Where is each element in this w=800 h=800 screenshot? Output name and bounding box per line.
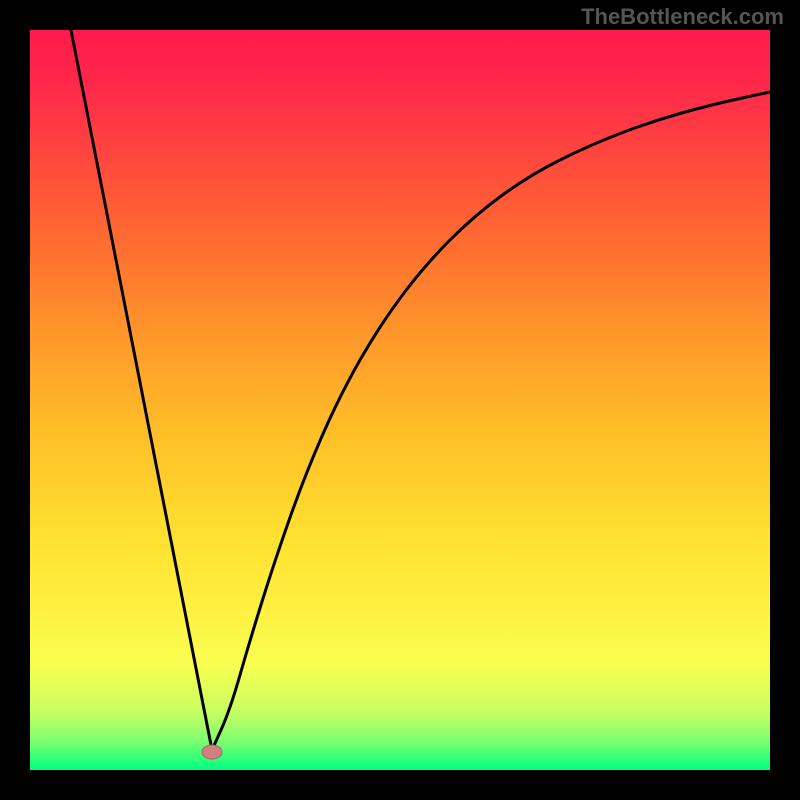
chart-svg bbox=[0, 0, 800, 800]
border-right bbox=[770, 0, 800, 800]
bottleneck-chart: TheBottleneck.com bbox=[0, 0, 800, 800]
plot-background bbox=[30, 30, 770, 770]
watermark-text: TheBottleneck.com bbox=[581, 4, 784, 30]
border-bottom bbox=[0, 770, 800, 800]
optimal-point-marker bbox=[202, 745, 222, 759]
border-left bbox=[0, 0, 30, 800]
